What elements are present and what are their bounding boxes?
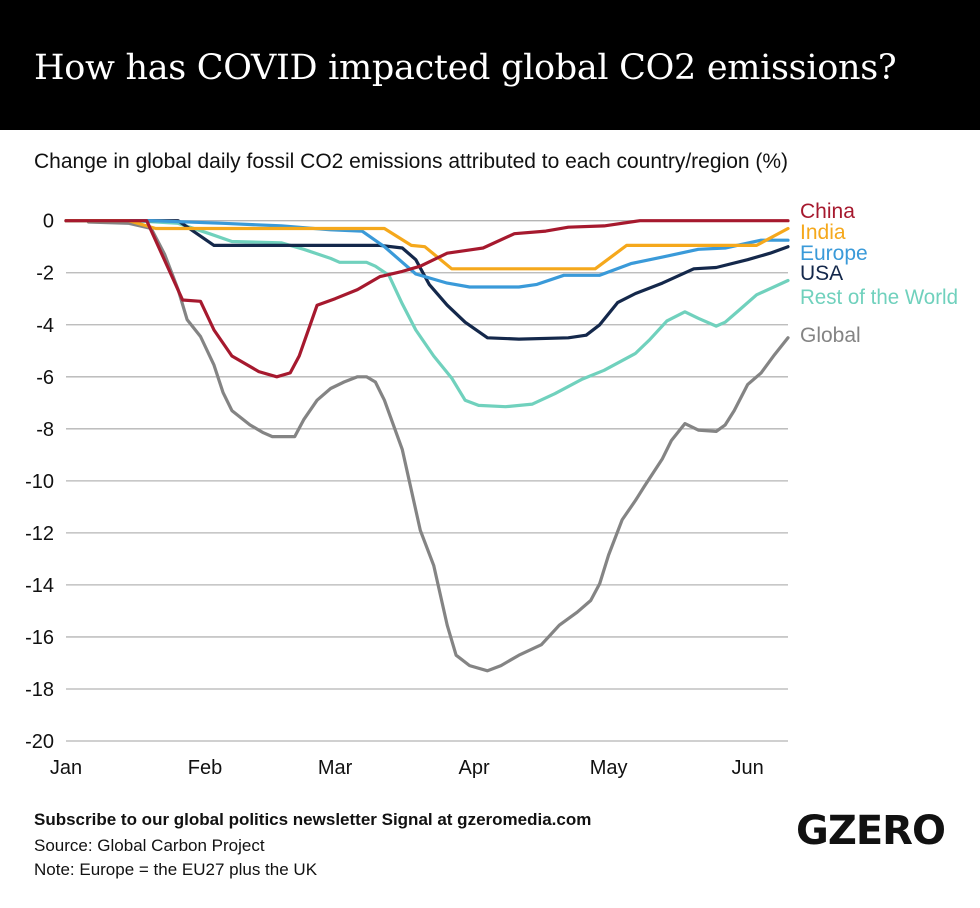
y-tick-label: -10 (25, 471, 54, 493)
x-tick-label: Jan (50, 757, 82, 779)
gzero-logo: GZERO (796, 808, 946, 854)
y-tick-label: -2 (36, 263, 54, 285)
series-label-rest-of-the-world: Rest of the World (800, 286, 958, 309)
subscribe-note: Subscribe to our global politics newslet… (34, 810, 592, 829)
europe-note: Note: Europe = the EU27 plus the UK (34, 860, 318, 879)
series-line-china (64, 219, 790, 379)
x-tick-label: Feb (188, 757, 222, 779)
y-tick-label: -4 (36, 315, 54, 337)
chart-subtitle: Change in global daily fossil CO2 emissi… (34, 150, 789, 173)
x-tick-label: Jun (732, 757, 764, 779)
x-axis-ticks: Jan Feb Mar Apr May Jun (50, 757, 764, 779)
gridlines (66, 220, 788, 742)
title-bar: How has COVID impacted global CO2 emissi… (0, 0, 980, 130)
y-tick-label: -18 (25, 679, 54, 701)
y-tick-label: -8 (36, 419, 54, 441)
y-tick-label: -6 (36, 367, 54, 389)
x-tick-label: Apr (459, 757, 490, 779)
series-line-india (64, 219, 790, 271)
series-line-global (86, 220, 790, 673)
x-tick-label: May (590, 757, 628, 779)
series-label-india: India (800, 221, 846, 244)
y-tick-label: -16 (25, 627, 54, 649)
series-label-europe: Europe (800, 242, 868, 265)
y-tick-label: -14 (25, 575, 54, 597)
y-tick-label: -12 (25, 523, 54, 545)
y-axis-ticks: 0 -2 -4 -6 -8 -10 -12 -14 -16 -18 -20 (25, 211, 54, 753)
line-chart: 0 -2 -4 -6 -8 -10 -12 -14 -16 -18 -20 Jan Feb Mar Apr… (25, 200, 958, 779)
y-tick-label: 0 (43, 211, 54, 233)
series-label-global: Global (800, 324, 861, 347)
chart-title: How has COVID impacted global CO2 emissi… (34, 48, 897, 88)
series-label-usa: USA (800, 262, 843, 285)
source-note: Source: Global Carbon Project (34, 836, 265, 855)
x-tick-label: Mar (318, 757, 353, 779)
series-lines (64, 219, 790, 673)
series-label-china: China (800, 200, 855, 223)
series-line-usa (64, 219, 790, 341)
y-tick-label: -20 (25, 731, 54, 753)
